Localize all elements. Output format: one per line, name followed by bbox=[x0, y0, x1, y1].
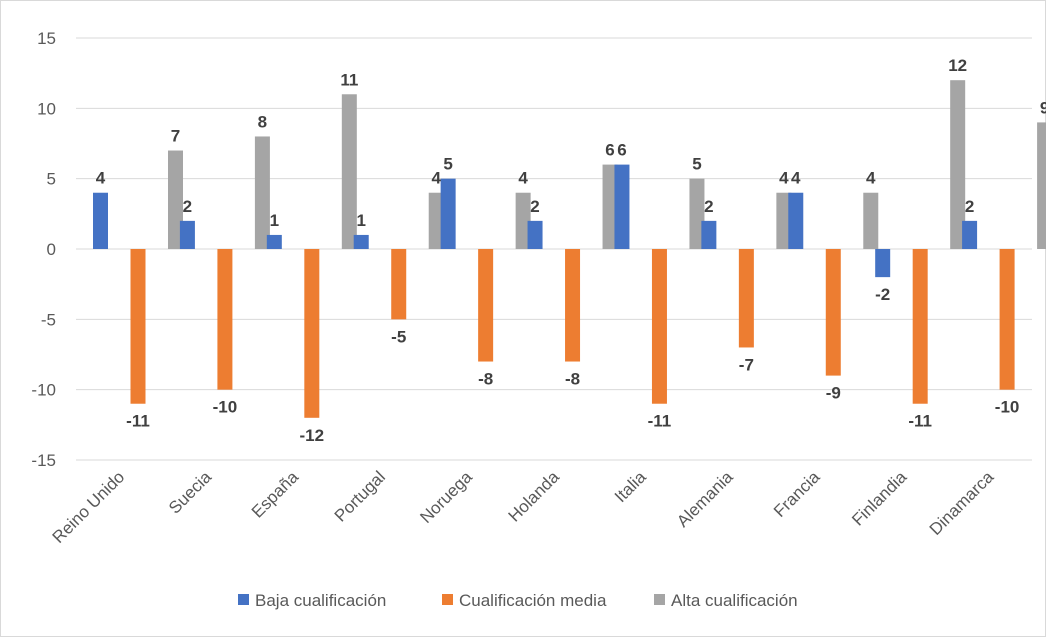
data-label: 5 bbox=[443, 155, 452, 174]
data-label: -11 bbox=[126, 412, 150, 431]
data-label: -12 bbox=[300, 426, 325, 445]
bars bbox=[93, 80, 1046, 418]
bar bbox=[1037, 122, 1046, 249]
x-category-label: Portugal bbox=[331, 467, 389, 525]
legend-label: Baja cualificación bbox=[255, 591, 386, 610]
bar bbox=[863, 192, 879, 249]
bar bbox=[701, 220, 717, 249]
data-label: -8 bbox=[565, 370, 580, 389]
legend-label: Alta cualificación bbox=[671, 591, 798, 610]
bar bbox=[825, 249, 841, 376]
y-tick-label: -10 bbox=[31, 381, 56, 400]
data-label: 4 bbox=[96, 169, 106, 188]
data-label: 11 bbox=[340, 70, 358, 89]
bar bbox=[875, 249, 891, 278]
bar bbox=[217, 249, 233, 390]
bar bbox=[93, 192, 108, 249]
data-label: -7 bbox=[739, 355, 754, 374]
data-label: 4 bbox=[791, 169, 801, 188]
bar bbox=[738, 249, 754, 348]
x-category-label: Alemania bbox=[673, 467, 737, 531]
data-label: 5 bbox=[692, 155, 701, 174]
bar bbox=[254, 136, 270, 249]
bar bbox=[614, 164, 630, 249]
x-category-label: Noruega bbox=[416, 467, 476, 527]
y-tick-label: 0 bbox=[47, 240, 56, 259]
y-tick-label: 10 bbox=[37, 99, 56, 118]
gridlines bbox=[76, 37, 1032, 461]
bar bbox=[341, 94, 357, 250]
data-label: -10 bbox=[995, 398, 1020, 417]
bar bbox=[353, 234, 369, 249]
data-label: 6 bbox=[617, 141, 626, 160]
legend: Baja cualificación Cualificación media Alt… bbox=[238, 591, 798, 610]
data-label: 8 bbox=[258, 112, 267, 131]
bar bbox=[168, 150, 183, 249]
data-label: 2 bbox=[530, 197, 539, 216]
data-label: 4 bbox=[518, 169, 528, 188]
data-label: 4 bbox=[866, 169, 876, 188]
bar bbox=[788, 192, 804, 249]
bar bbox=[776, 192, 792, 249]
bar bbox=[478, 249, 494, 362]
legend-label: Cualificación media bbox=[459, 591, 607, 610]
data-label: -5 bbox=[391, 327, 406, 346]
bar bbox=[912, 249, 928, 404]
bar bbox=[304, 249, 320, 418]
data-label: 6 bbox=[605, 141, 614, 160]
data-label: 7 bbox=[171, 127, 180, 146]
y-tick-label: -5 bbox=[41, 310, 56, 329]
data-label: -8 bbox=[478, 370, 493, 389]
x-category-label: Finlandia bbox=[848, 467, 911, 530]
x-category-label: España bbox=[248, 467, 303, 522]
data-label: 4 bbox=[779, 169, 789, 188]
x-category-label: Italia bbox=[611, 467, 650, 506]
bar bbox=[515, 192, 531, 249]
data-label: -9 bbox=[826, 384, 841, 403]
data-label: 1 bbox=[270, 211, 279, 230]
bar bbox=[950, 80, 966, 249]
data-label: 1 bbox=[356, 211, 365, 230]
y-tick-label: 15 bbox=[37, 29, 56, 48]
x-category-label: Dinamarca bbox=[926, 467, 998, 539]
data-label: -2 bbox=[875, 285, 890, 304]
bar bbox=[689, 178, 705, 249]
data-label: -10 bbox=[213, 398, 238, 417]
y-axis-ticks: -15 -10 -5 0 5 10 15 bbox=[31, 29, 56, 470]
data-label: 2 bbox=[965, 197, 974, 216]
data-label: 9 bbox=[1040, 98, 1046, 117]
y-tick-label: 5 bbox=[47, 170, 56, 189]
bar bbox=[999, 249, 1015, 390]
bar bbox=[266, 234, 282, 249]
bar bbox=[130, 249, 146, 404]
x-axis-categories: Reino Unido Suecia España Portugal Noruega Ho… bbox=[49, 467, 998, 547]
x-category-label: Reino Unido bbox=[49, 467, 129, 547]
data-label: 2 bbox=[183, 197, 192, 216]
bar bbox=[651, 249, 667, 404]
data-label: -11 bbox=[908, 412, 932, 431]
bar bbox=[391, 249, 407, 320]
legend-swatch bbox=[654, 594, 665, 605]
data-label: -11 bbox=[648, 412, 672, 431]
x-category-label: Holanda bbox=[505, 467, 564, 526]
data-label: 2 bbox=[704, 197, 713, 216]
bar bbox=[527, 220, 543, 249]
x-category-label: Suecia bbox=[165, 467, 216, 518]
bar bbox=[565, 249, 581, 362]
data-label: 4 bbox=[431, 169, 441, 188]
bar bbox=[602, 164, 618, 249]
bar bbox=[440, 178, 456, 249]
bar bbox=[428, 192, 444, 249]
bar bbox=[962, 220, 978, 249]
y-tick-label: -15 bbox=[31, 451, 56, 470]
legend-swatch bbox=[238, 594, 249, 605]
x-category-label: Francia bbox=[770, 467, 824, 521]
data-label: 12 bbox=[948, 56, 967, 75]
legend-swatch bbox=[442, 594, 453, 605]
bar bbox=[179, 220, 195, 249]
